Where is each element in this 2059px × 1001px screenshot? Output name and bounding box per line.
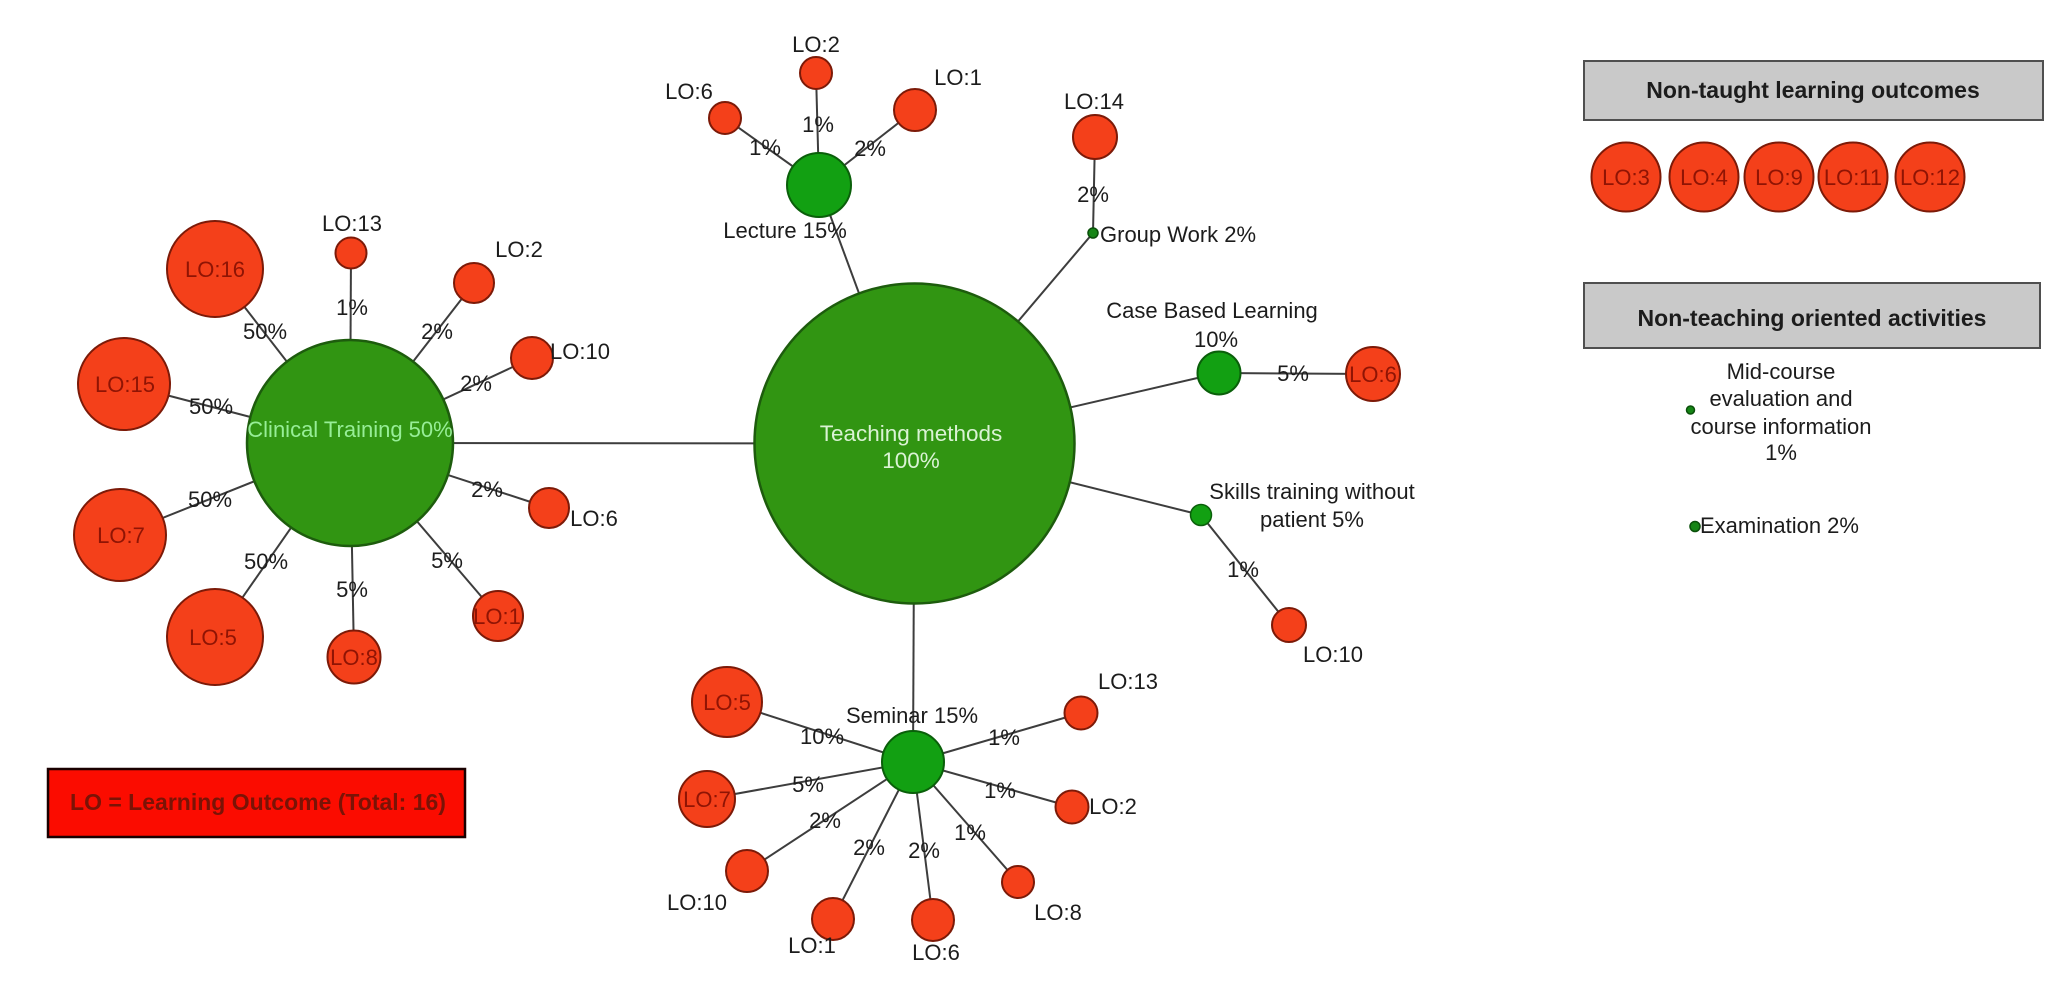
- svg-text:Examination 2%: Examination 2%: [1700, 513, 1859, 538]
- svg-text:Non-taught learning outcomes: Non-taught learning outcomes: [1646, 77, 1980, 103]
- svg-text:course information: course information: [1691, 414, 1872, 439]
- svg-text:5%: 5%: [792, 772, 824, 797]
- svg-text:LO:6: LO:6: [665, 79, 713, 104]
- svg-text:LO:11: LO:11: [1824, 165, 1882, 190]
- svg-text:50%: 50%: [188, 487, 232, 512]
- svg-text:LO:12: LO:12: [1900, 165, 1960, 190]
- svg-text:1%: 1%: [954, 820, 986, 845]
- svg-text:LO:6: LO:6: [912, 940, 960, 965]
- svg-text:Skills training without: Skills training without: [1209, 479, 1414, 504]
- svg-text:LO:9: LO:9: [1755, 165, 1803, 190]
- svg-text:10%: 10%: [1194, 327, 1238, 352]
- svg-text:LO:8: LO:8: [1034, 900, 1082, 925]
- svg-text:Teaching methods: Teaching methods: [820, 421, 1003, 446]
- svg-text:Non-teaching oriented activiti: Non-teaching oriented activities: [1638, 305, 1987, 331]
- svg-text:2%: 2%: [421, 319, 453, 344]
- svg-text:LO:3: LO:3: [1602, 165, 1650, 190]
- svg-text:2%: 2%: [908, 838, 940, 863]
- svg-text:LO:10: LO:10: [550, 339, 610, 364]
- svg-text:2%: 2%: [854, 136, 886, 161]
- svg-text:LO:4: LO:4: [1680, 165, 1728, 190]
- svg-text:LO:10: LO:10: [667, 890, 727, 915]
- svg-text:LO:16: LO:16: [185, 257, 245, 282]
- svg-text:Case Based Learning: Case Based Learning: [1106, 298, 1318, 323]
- svg-text:LO:13: LO:13: [322, 211, 382, 236]
- svg-text:LO:14: LO:14: [1064, 89, 1124, 114]
- svg-text:LO:7: LO:7: [97, 523, 145, 548]
- svg-text:2%: 2%: [853, 835, 885, 860]
- svg-text:1%: 1%: [1227, 557, 1259, 582]
- svg-text:50%: 50%: [243, 319, 287, 344]
- svg-text:1%: 1%: [1765, 440, 1797, 465]
- svg-text:1%: 1%: [988, 725, 1020, 750]
- svg-text:Seminar 15%: Seminar 15%: [846, 703, 978, 728]
- svg-text:Clinical Training 50%: Clinical Training 50%: [247, 417, 452, 442]
- svg-text:LO:2: LO:2: [792, 32, 840, 57]
- svg-text:100%: 100%: [882, 448, 940, 473]
- svg-text:2%: 2%: [809, 808, 841, 833]
- svg-text:LO = Learning Outcome (Total:: LO = Learning Outcome (Total: 16): [70, 789, 446, 815]
- svg-text:Mid-course: Mid-course: [1727, 359, 1836, 384]
- svg-text:10%: 10%: [800, 724, 844, 749]
- svg-text:5%: 5%: [1277, 361, 1309, 386]
- svg-text:Lecture 15%: Lecture 15%: [723, 218, 847, 243]
- svg-text:5%: 5%: [431, 548, 463, 573]
- svg-text:evaluation and: evaluation and: [1709, 386, 1852, 411]
- svg-text:1%: 1%: [984, 778, 1016, 803]
- svg-text:5%: 5%: [336, 577, 368, 602]
- svg-text:50%: 50%: [189, 394, 233, 419]
- svg-text:LO:5: LO:5: [189, 625, 237, 650]
- svg-text:LO:7: LO:7: [683, 787, 731, 812]
- svg-text:LO:5: LO:5: [703, 690, 751, 715]
- svg-text:LO:15: LO:15: [95, 372, 155, 397]
- svg-text:1%: 1%: [802, 112, 834, 137]
- svg-text:2%: 2%: [471, 477, 503, 502]
- svg-text:LO:6: LO:6: [570, 506, 618, 531]
- svg-text:LO:13: LO:13: [1098, 669, 1158, 694]
- svg-text:LO:10: LO:10: [1303, 642, 1363, 667]
- svg-text:2%: 2%: [1077, 182, 1109, 207]
- svg-text:LO:8: LO:8: [330, 645, 378, 670]
- svg-text:LO:6: LO:6: [1349, 362, 1397, 387]
- svg-text:1%: 1%: [749, 135, 781, 160]
- svg-text:LO:1: LO:1: [934, 65, 982, 90]
- svg-text:LO:2: LO:2: [495, 237, 543, 262]
- svg-text:LO:1: LO:1: [473, 604, 521, 629]
- svg-text:1%: 1%: [336, 295, 368, 320]
- svg-text:patient 5%: patient 5%: [1260, 507, 1364, 532]
- svg-text:Group Work 2%: Group Work 2%: [1100, 222, 1256, 247]
- svg-text:2%: 2%: [460, 371, 492, 396]
- svg-text:LO:2: LO:2: [1089, 794, 1137, 819]
- svg-text:50%: 50%: [244, 549, 288, 574]
- svg-text:LO:1: LO:1: [788, 933, 836, 958]
